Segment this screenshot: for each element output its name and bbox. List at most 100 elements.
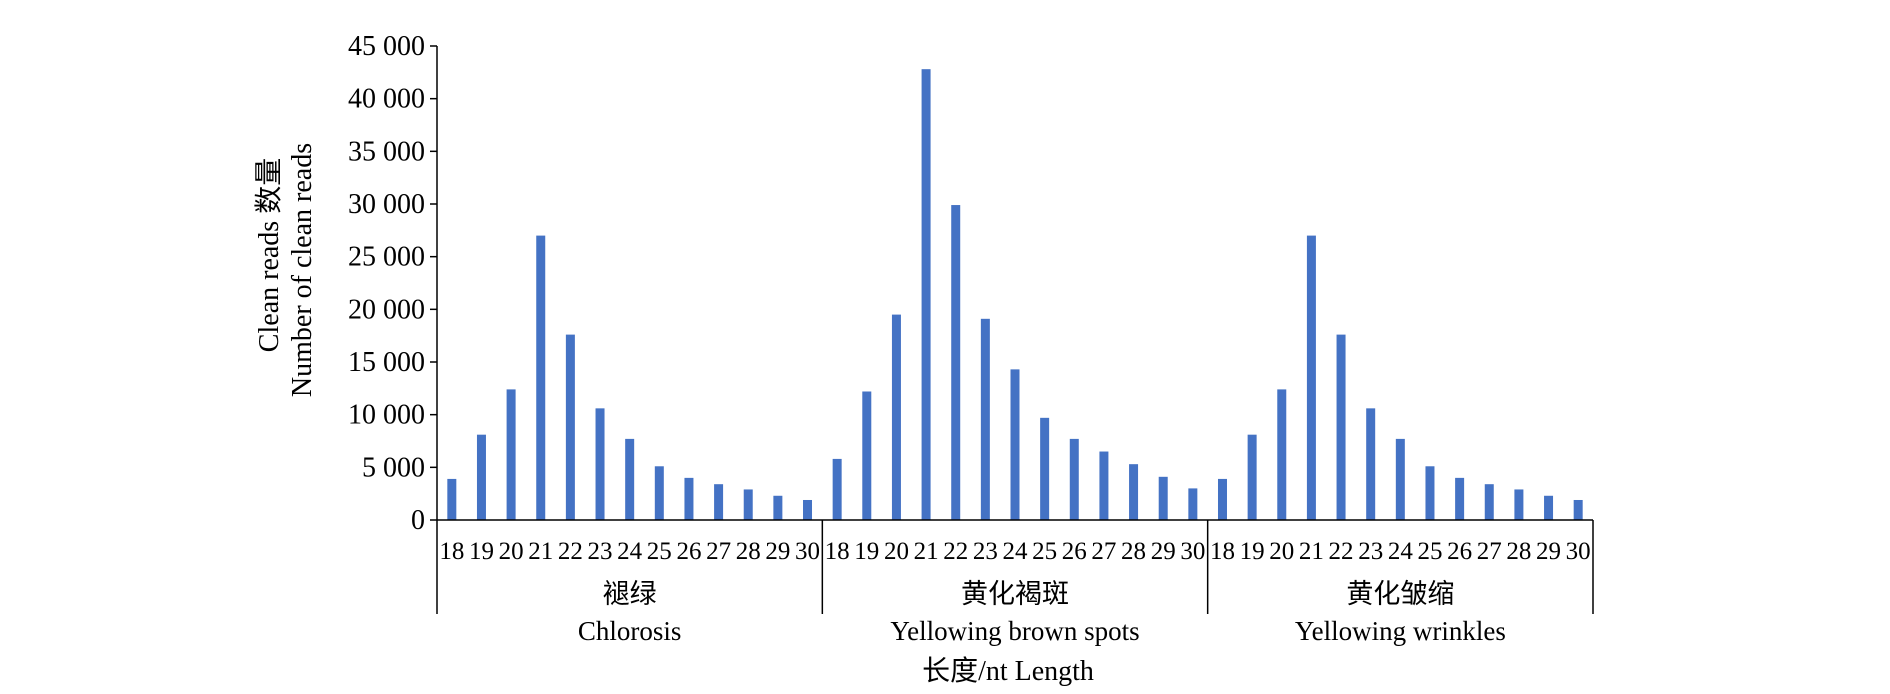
x-tick-label: 28 [1506, 538, 1531, 565]
x-tick-label: 27 [1477, 538, 1502, 565]
x-tick-label: 28 [1121, 538, 1146, 565]
y-axis-title-line2: Number of clean reads [287, 143, 318, 397]
bar [862, 391, 872, 520]
y-tick-label: 40 000 [348, 84, 425, 115]
x-tick-label: 30 [795, 538, 820, 565]
bar [1069, 438, 1079, 520]
x-tick-label: 21 [914, 538, 939, 565]
bar [1247, 434, 1257, 520]
x-tick-label: 18 [1210, 538, 1235, 565]
bar [1455, 477, 1465, 520]
y-axis: 0 5 000 10 000 15 000 20 000 25 000 30 000 35 0… [348, 31, 438, 536]
y-tick-label: 25 000 [348, 242, 425, 273]
bar [536, 235, 546, 520]
x-tick-label: 24 [1003, 538, 1029, 565]
x-tick-label: 26 [1062, 538, 1087, 565]
x-tick-label: 28 [736, 538, 761, 565]
x-tick-label: 20 [1269, 538, 1294, 565]
x-tick-label: 21 [1299, 538, 1324, 565]
x-tick-label: 19 [469, 538, 494, 565]
x-axis-title: 长度/nt Length [922, 655, 1094, 687]
bar [773, 495, 783, 520]
x-tick-label: 22 [558, 538, 583, 565]
y-tick-label: 0 [411, 505, 425, 536]
x-tick-label: 29 [1536, 538, 1561, 565]
x-tick-label: 23 [1358, 538, 1383, 565]
x-tick-label: 20 [884, 538, 909, 565]
x-tick-label: 23 [588, 538, 613, 565]
y-tick-label: 30 000 [348, 189, 425, 220]
x-tick-label: 29 [765, 538, 790, 565]
bars [447, 69, 1583, 521]
bar [1306, 235, 1316, 520]
bar [803, 499, 813, 520]
bar [565, 334, 575, 520]
x-tick-label: 25 [1417, 538, 1442, 565]
x-tick-label: 25 [647, 538, 672, 565]
y-tick-label: 5 000 [362, 452, 425, 483]
x-tick-label: 18 [439, 538, 464, 565]
x-tick-label: 29 [1151, 538, 1176, 565]
x-tick-label: 26 [676, 538, 701, 565]
bar [595, 408, 605, 520]
group-label-en: Yellowing brown spots [890, 616, 1139, 646]
bar [506, 389, 516, 520]
x-tick-label: 19 [854, 538, 879, 565]
bar [625, 438, 635, 520]
bar [743, 489, 753, 520]
x-tick-label: 23 [973, 538, 998, 565]
group-label-cn: 褪绿 [603, 579, 657, 609]
bar [980, 318, 990, 520]
x-tick-label: 22 [943, 538, 968, 565]
bar [1366, 408, 1376, 520]
bar [1484, 484, 1494, 520]
bar [1099, 451, 1109, 520]
bar [447, 478, 457, 520]
x-tick-label: 19 [1240, 538, 1265, 565]
bar [921, 69, 931, 521]
bar [654, 466, 664, 520]
bar [832, 458, 842, 520]
x-tick-label: 27 [1091, 538, 1116, 565]
x-tick-label: 25 [1032, 538, 1057, 565]
y-tick-label: 15 000 [348, 347, 425, 378]
bar [1277, 389, 1287, 520]
x-tick-label: 22 [1329, 538, 1354, 565]
bar [1129, 464, 1139, 520]
bar [951, 205, 961, 521]
y-tick-label: 20 000 [348, 294, 425, 325]
bar [1425, 466, 1435, 520]
bar [891, 314, 901, 520]
y-tick-label: 10 000 [348, 400, 425, 431]
bar [1188, 488, 1198, 520]
group-label-cn: 黄化皱缩 [1346, 579, 1454, 609]
bar [1336, 334, 1346, 520]
bar [1544, 495, 1554, 520]
bar [684, 477, 694, 520]
y-axis-title-line1: Clean reads 数量 [253, 158, 285, 352]
bar [1395, 438, 1405, 520]
bar [1010, 369, 1020, 520]
bar [1040, 417, 1050, 520]
x-tick-label: 24 [1388, 538, 1414, 565]
group-label-en: Chlorosis [578, 616, 682, 646]
bar [1573, 499, 1583, 520]
y-tick-label: 35 000 [348, 136, 425, 167]
x-tick-label: 30 [1180, 538, 1205, 565]
x-tick-label: 24 [617, 538, 643, 565]
x-tick-label: 30 [1566, 538, 1591, 565]
bar [1514, 489, 1524, 520]
group-label-cn: 黄化褐斑 [961, 579, 1069, 609]
x-tick-label: 20 [499, 538, 524, 565]
x-tick-label: 26 [1447, 538, 1472, 565]
x-tick-label: 21 [528, 538, 553, 565]
bar [714, 484, 724, 520]
bar [476, 434, 486, 520]
group-label-en: Yellowing wrinkles [1295, 616, 1506, 646]
bar [1158, 476, 1168, 520]
x-tick-label: 27 [706, 538, 731, 565]
y-tick-label: 45 000 [348, 31, 425, 62]
